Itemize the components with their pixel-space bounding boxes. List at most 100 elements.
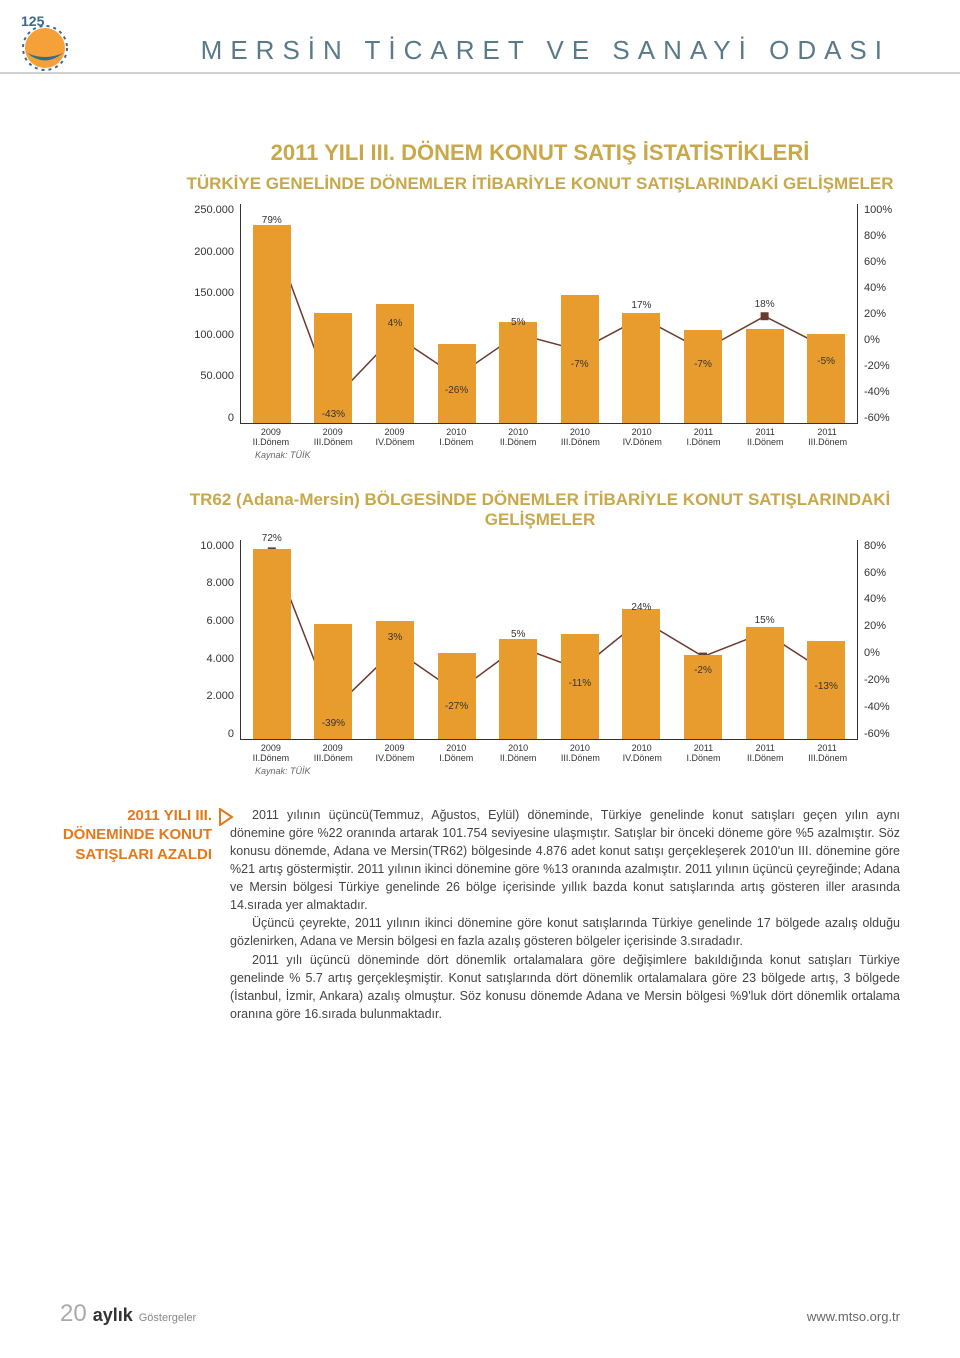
y-tick-right: -60%: [864, 728, 890, 740]
page-number: 20: [60, 1300, 87, 1328]
chart-1-source: Kaynak: TÜİK: [255, 450, 900, 460]
y-tick-right: 100%: [864, 204, 892, 216]
bar: [438, 653, 476, 739]
body-text: 2011 yılının üçüncü(Temmuz, Ağustos, Eyl…: [230, 806, 900, 1024]
side-heading: 2011 YILI III. DÖNEMİNDE KONUT SATIŞLARI…: [60, 806, 230, 1024]
x-label: 2010III.Dönem: [561, 744, 599, 764]
y-tick-right: -40%: [864, 701, 890, 713]
bar: [684, 330, 722, 423]
x-label: 2010IV.Dönem: [623, 428, 661, 448]
bar: [499, 322, 537, 423]
bar: [807, 334, 845, 423]
x-label: 2010II.Dönem: [499, 744, 537, 764]
bar: [746, 329, 784, 423]
footer-left: 20 aylık Göstergeler: [60, 1300, 196, 1328]
bar: [438, 344, 476, 423]
y-tick-left: 200.000: [194, 246, 234, 258]
y-tick-right: 20%: [864, 308, 886, 320]
y-tick-left: 6.000: [206, 615, 234, 627]
bar: [622, 609, 660, 739]
x-label: 2010I.Dönem: [437, 744, 475, 764]
y-tick-right: 0%: [864, 334, 880, 346]
line-value-label: -13%: [815, 681, 838, 692]
y-tick-left: 10.000: [200, 540, 234, 552]
chart-1-bars: [241, 204, 857, 423]
line-value-label: 79%: [262, 215, 282, 226]
chart-2-bars: [241, 540, 857, 739]
y-tick-left: 0: [228, 728, 234, 740]
y-tick-left: 2.000: [206, 690, 234, 702]
y-tick-left: 8.000: [206, 577, 234, 589]
x-label: 2011II.Dönem: [746, 428, 784, 448]
y-tick-right: -20%: [864, 360, 890, 372]
x-label: 2011I.Dönem: [684, 428, 722, 448]
body-paragraph: Üçüncü çeyrekte, 2011 yılının ikinci dön…: [230, 914, 900, 950]
y-tick-left: 0: [228, 412, 234, 424]
line-value-label: -27%: [445, 701, 468, 712]
x-label: 2009III.Dönem: [314, 744, 352, 764]
line-value-label: 5%: [511, 629, 525, 640]
x-label: 2010III.Dönem: [561, 428, 599, 448]
header-title: MERSİN TİCARET VE SANAYİ ODASI: [40, 20, 920, 66]
section-title: 2011 YILI III. DÖNEM KONUT SATIŞ İSTATİS…: [180, 140, 900, 166]
line-value-label: -11%: [568, 678, 591, 689]
y-tick-right: -40%: [864, 386, 890, 398]
header-divider: [0, 72, 960, 74]
line-value-label: 24%: [631, 602, 651, 613]
y-tick-left: 50.000: [200, 370, 234, 382]
chart-2-right-axis: 80% 60% 40% 20% 0% -20% -40% -60%: [858, 540, 900, 740]
x-label: 2009IV.Dönem: [375, 428, 413, 448]
triangle-right-icon: [218, 808, 234, 832]
y-tick-right: 60%: [864, 567, 886, 579]
line-value-label: 3%: [388, 632, 402, 643]
x-label: 2010I.Dönem: [437, 428, 475, 448]
y-tick-right: 80%: [864, 540, 886, 552]
chart-2-source: Kaynak: TÜİK: [255, 766, 900, 776]
x-label: 2011I.Dönem: [684, 744, 722, 764]
y-tick-right: 20%: [864, 620, 886, 632]
bar: [746, 627, 784, 739]
bar: [253, 225, 291, 423]
y-tick-left: 250.000: [194, 204, 234, 216]
chart-1-plot: 79%-43%4%-26%5%-7%17%-7%18%-5%: [240, 204, 858, 424]
x-label: 2009III.Dönem: [314, 428, 352, 448]
y-tick-right: 40%: [864, 282, 886, 294]
chart-2-subtitle: TR62 (Adana-Mersin) BÖLGESİNDE DÖNEMLER …: [180, 490, 900, 530]
chart-1-xlabels: 2009II.Dönem 2009III.Dönem 2009IV.Dönem 201…: [240, 428, 858, 448]
footer-brand: aylık: [93, 1305, 133, 1326]
bar: [499, 639, 537, 739]
chart-2-xlabels: 2009II.Dönem2009III.Dönem2009IV.Dönem201…: [240, 744, 858, 764]
header: 125 MERSİN TİCARET VE SANAYİ ODASI: [0, 0, 960, 100]
chart-2-plot: 72%-39%3%-27%5%-11%24%-2%15%-13%: [240, 540, 858, 740]
y-tick-right: 40%: [864, 593, 886, 605]
page: 125 MERSİN TİCARET VE SANAYİ ODASI 2011 …: [0, 0, 960, 1358]
chart-2: TR62 (Adana-Mersin) BÖLGESİNDE DÖNEMLER …: [60, 490, 900, 776]
side-heading-text: 2011 YILI III. DÖNEMİNDE KONUT SATIŞLARI…: [63, 807, 212, 863]
x-label: 2011II.Dönem: [746, 744, 784, 764]
body-paragraph: 2011 yılının üçüncü(Temmuz, Ağustos, Eyl…: [230, 806, 900, 915]
x-label: 2009IV.Dönem: [375, 744, 413, 764]
footer-tagline: Göstergeler: [139, 1312, 196, 1324]
x-label: 2010IV.Dönem: [623, 744, 661, 764]
x-label: 2011III.Dönem: [808, 428, 846, 448]
y-tick-left: 4.000: [206, 653, 234, 665]
line-value-label: -2%: [694, 665, 712, 676]
y-tick-left: 100.000: [194, 329, 234, 341]
line-value-label: 15%: [755, 615, 775, 626]
x-label: 2010II.Dönem: [499, 428, 537, 448]
y-tick-left: 150.000: [194, 287, 234, 299]
bar: [314, 313, 352, 423]
y-tick-right: 0%: [864, 647, 880, 659]
x-label: 2009II.Dönem: [252, 428, 290, 448]
line-value-label: -26%: [445, 385, 468, 396]
line-value-label: -7%: [694, 359, 712, 370]
bar: [622, 313, 660, 423]
y-tick-right: -20%: [864, 674, 890, 686]
line-value-label: 18%: [755, 299, 775, 310]
line-value-label: -7%: [571, 359, 589, 370]
footer-url: www.mtso.org.tr: [807, 1309, 900, 1324]
line-value-label: 17%: [631, 300, 651, 311]
footer: 20 aylık Göstergeler www.mtso.org.tr: [0, 1300, 960, 1328]
line-value-label: 4%: [388, 318, 402, 329]
chart-1-subtitle: TÜRKİYE GENELİNDE DÖNEMLER İTİBARİYLE KO…: [180, 174, 900, 194]
